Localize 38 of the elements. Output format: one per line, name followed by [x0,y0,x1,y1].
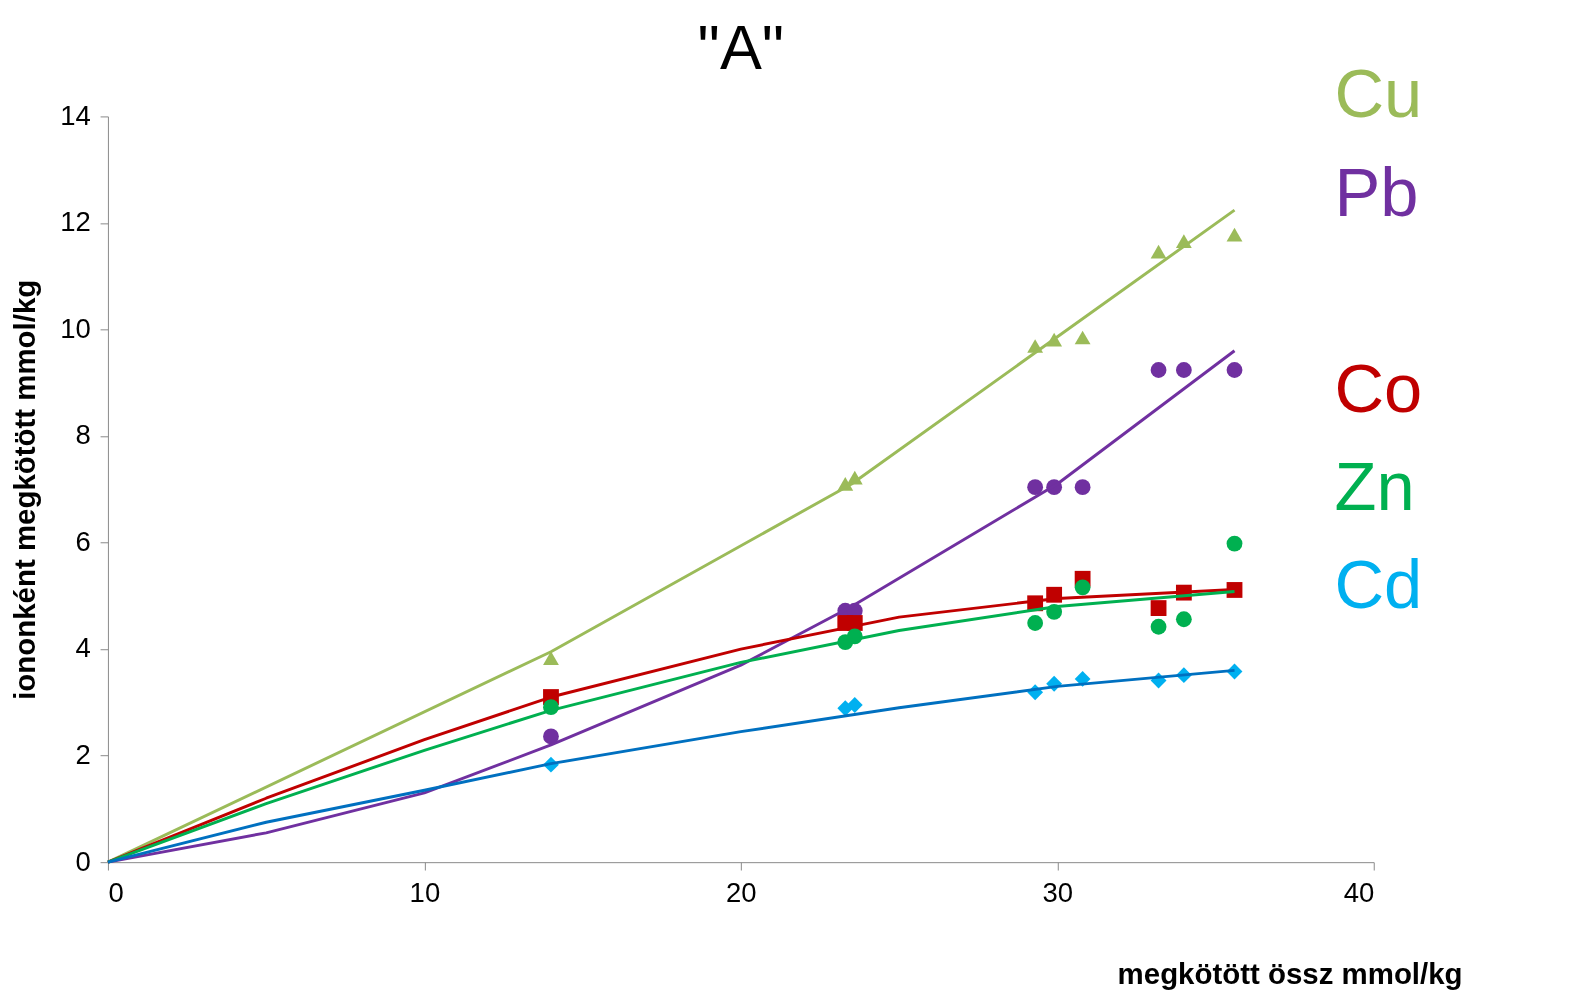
text: Co [1334,349,1423,427]
point [1027,615,1044,631]
series-label: Zn [1334,447,1415,525]
point [1175,362,1192,378]
point [1175,611,1192,628]
y-tick-label: 4 [75,632,91,664]
x-tick-label: 0 [108,876,124,908]
point [543,651,559,665]
point [1150,618,1167,635]
point [1027,479,1044,496]
text: Cu [1334,55,1423,133]
y-axis-title: iononként megkötött mmol/kg [7,279,41,700]
point [1150,600,1167,616]
point [1150,244,1167,259]
series-label: Cd [1334,546,1423,624]
point [1074,479,1091,496]
point [846,697,863,713]
text: Pb [1334,153,1419,231]
x-tick-label: 40 [1343,876,1375,908]
point [543,728,559,745]
x-tick-label: 20 [726,876,757,908]
point [1150,362,1167,378]
y-tick-label: 12 [60,206,91,238]
x-tick-label: 10 [409,876,441,908]
y-tick-label: 2 [75,738,91,770]
y-tick-label: 0 [75,845,91,877]
point [1226,227,1243,242]
point [1074,330,1091,345]
y-tick-label: 10 [60,312,91,344]
x-axis-title: megkötött össz mmol/kg [1117,957,1463,991]
point [1226,535,1243,552]
chart-title: "A" [697,12,785,83]
point [1074,579,1091,596]
y-tick-label: 14 [60,99,91,131]
y-tick-label: 8 [75,419,91,451]
y-tick-label: 6 [75,525,91,557]
point [1226,362,1243,378]
x-tick-label: 30 [1042,876,1074,908]
